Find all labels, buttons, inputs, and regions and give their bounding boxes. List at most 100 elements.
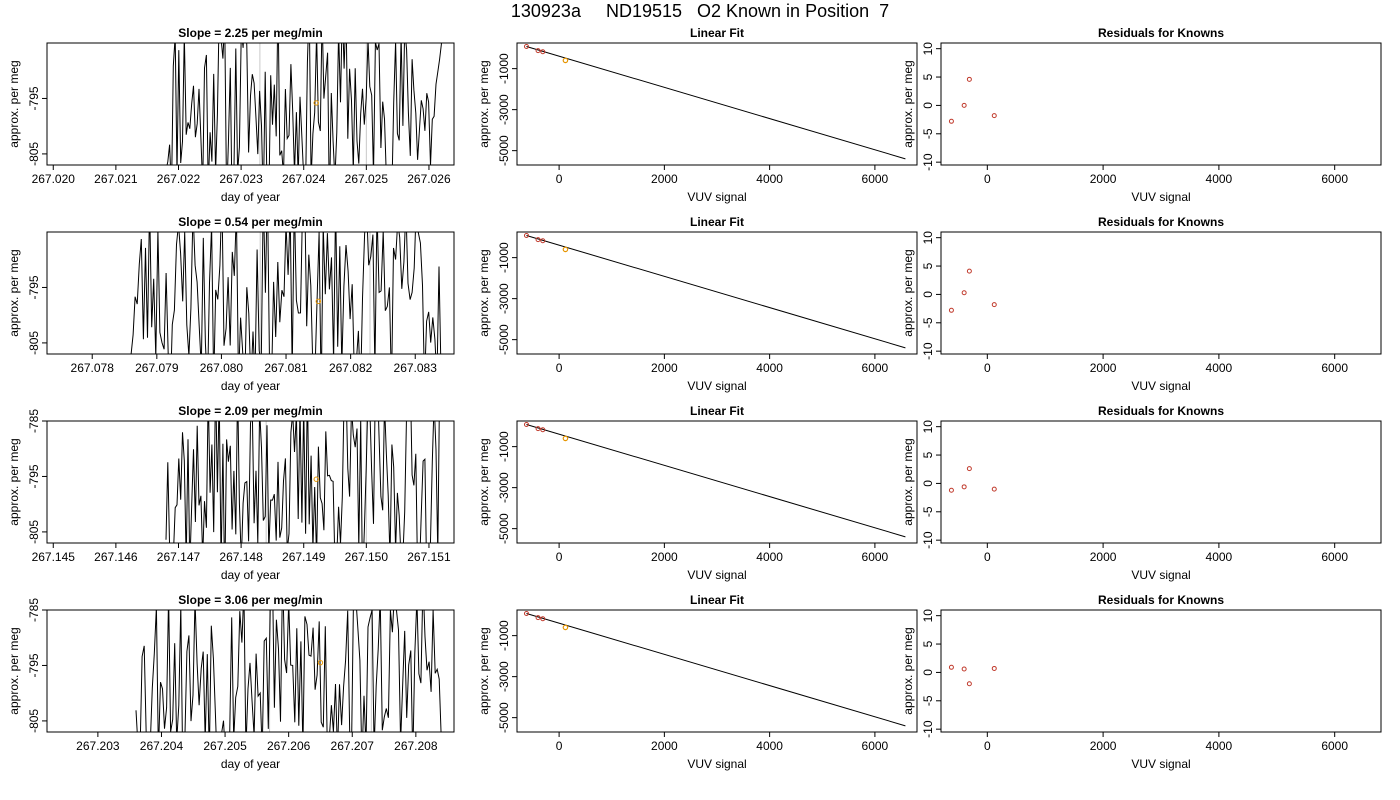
known-point bbox=[991, 486, 997, 492]
x-axis-label: VUV signal bbox=[687, 379, 746, 393]
y-axis-label: approx. per meg bbox=[7, 249, 21, 336]
x-tick-label: 267.208 bbox=[394, 739, 438, 753]
y-tick-label: -10 bbox=[921, 342, 935, 360]
y-axis-label: approx. per meg bbox=[901, 627, 915, 714]
x-tick-label: 4000 bbox=[1206, 172, 1233, 186]
x-tick-label: 6000 bbox=[1321, 172, 1348, 186]
x-axis-label: VUV signal bbox=[1131, 568, 1190, 582]
x-tick-label: 6000 bbox=[1321, 739, 1348, 753]
known-point bbox=[540, 616, 546, 622]
y-tick-label: -3000 bbox=[497, 472, 511, 503]
current-point bbox=[562, 624, 569, 631]
plot-frame bbox=[940, 609, 1382, 733]
x-axis-label: day of year bbox=[221, 379, 280, 393]
x-tick-label: 4000 bbox=[756, 739, 783, 753]
current-point bbox=[562, 57, 569, 64]
panel-resid-0: Residuals for Knowns 0 2000 4000 6000 10 5 0 -5 -… bbox=[901, 26, 1382, 204]
known-point bbox=[523, 43, 529, 49]
y-axis-label: approx. per meg bbox=[7, 60, 21, 147]
x-tick-label: 0 bbox=[556, 739, 563, 753]
x-tick-label: 6000 bbox=[862, 739, 889, 753]
x-tick-label: 4000 bbox=[1206, 550, 1233, 564]
plot-frame bbox=[46, 42, 455, 166]
x-axis-label: day of year bbox=[221, 757, 280, 771]
x-axis-label: VUV signal bbox=[1131, 190, 1190, 204]
y-tick-label: 10 bbox=[921, 231, 935, 245]
y-tick-label: 5 bbox=[921, 451, 935, 458]
y-tick-label: -5 bbox=[921, 506, 935, 517]
x-tick-label: 267.020 bbox=[32, 172, 76, 186]
x-tick-label: 6000 bbox=[862, 361, 889, 375]
panel-title: Residuals for Knowns bbox=[1098, 404, 1224, 418]
current-point bbox=[313, 476, 319, 482]
signal-trace bbox=[166, 43, 442, 165]
x-tick-label: 267.145 bbox=[32, 550, 76, 564]
plot-area bbox=[948, 76, 997, 124]
panel-title: Linear Fit bbox=[690, 404, 744, 418]
x-tick-label: 4000 bbox=[1206, 739, 1233, 753]
y-tick-label: -3000 bbox=[497, 283, 511, 314]
x-axis-label: VUV signal bbox=[687, 757, 746, 771]
x-tick-label: 267.083 bbox=[394, 361, 438, 375]
x-tick-label: 6000 bbox=[1321, 361, 1348, 375]
x-tick-label: 0 bbox=[556, 361, 563, 375]
panel-title: Slope = 0.54 per meg/min bbox=[178, 215, 322, 229]
x-tick-label: 0 bbox=[556, 550, 563, 564]
plot-area bbox=[166, 43, 442, 165]
y-tick-label: -1000 bbox=[497, 620, 511, 651]
y-tick-label: -10 bbox=[921, 153, 935, 171]
x-tick-label: 267.026 bbox=[407, 172, 451, 186]
x-tick-label: 267.203 bbox=[76, 739, 120, 753]
x-tick-label: 267.149 bbox=[282, 550, 326, 564]
y-tick-label: -1000 bbox=[497, 242, 511, 273]
y-tick-label: -795 bbox=[27, 653, 41, 677]
x-tick-label: 6000 bbox=[1321, 550, 1348, 564]
x-tick-label: 2000 bbox=[651, 739, 678, 753]
signal-trace bbox=[130, 232, 442, 354]
x-tick-label: 267.150 bbox=[345, 550, 389, 564]
panel-fit-0: Linear Fit 0 2000 4000 6000 -1000 -3000 -5000 VU… bbox=[477, 26, 918, 204]
y-tick-label: -785 bbox=[27, 409, 41, 433]
plot-area bbox=[523, 232, 906, 349]
x-tick-label: 4000 bbox=[1206, 361, 1233, 375]
plot-frame bbox=[46, 609, 455, 733]
plot-area bbox=[523, 43, 906, 160]
y-axis-label: approx. per meg bbox=[901, 438, 915, 525]
known-point bbox=[540, 49, 546, 55]
current-point bbox=[562, 435, 569, 442]
x-tick-label: 267.022 bbox=[157, 172, 201, 186]
panel-title: Slope = 2.09 per meg/min bbox=[178, 404, 322, 418]
plot-area bbox=[948, 664, 997, 687]
y-axis-label: approx. per meg bbox=[477, 249, 491, 336]
plot-frame bbox=[940, 420, 1382, 544]
y-tick-label: -805 bbox=[27, 142, 41, 166]
y-axis-label: approx. per meg bbox=[7, 438, 21, 525]
y-tick-label: -5000 bbox=[497, 135, 511, 166]
signal-trace bbox=[165, 421, 440, 543]
known-point bbox=[948, 307, 954, 313]
figure-title: 130923a ND19515 O2 Known in Position 7 bbox=[510, 1, 890, 21]
y-tick-label: 0 bbox=[921, 291, 935, 298]
panel-title: Residuals for Knowns bbox=[1098, 215, 1224, 229]
panel-title: Slope = 2.25 per meg/min bbox=[178, 26, 322, 40]
known-point bbox=[535, 615, 541, 621]
panel-timeseries-2: Slope = 2.09 per meg/min 267.145 267.146 26… bbox=[7, 404, 455, 582]
x-axis-label: VUV signal bbox=[687, 568, 746, 582]
x-tick-label: 6000 bbox=[862, 550, 889, 564]
known-point bbox=[535, 48, 541, 54]
known-point bbox=[991, 302, 997, 308]
known-point bbox=[523, 232, 529, 238]
y-tick-label: 0 bbox=[921, 480, 935, 487]
x-tick-label: 2000 bbox=[1090, 361, 1117, 375]
x-tick-label: 267.081 bbox=[264, 361, 308, 375]
y-axis-label: approx. per meg bbox=[477, 627, 491, 714]
y-tick-label: -5000 bbox=[497, 324, 511, 355]
x-tick-label: 0 bbox=[984, 172, 991, 186]
current-point bbox=[313, 100, 319, 106]
y-tick-label: 0 bbox=[921, 669, 935, 676]
y-axis-label: approx. per meg bbox=[7, 627, 21, 714]
known-point bbox=[948, 118, 954, 124]
plot-frame bbox=[516, 231, 918, 355]
x-tick-label: 267.146 bbox=[94, 550, 138, 564]
y-tick-label: -5 bbox=[921, 128, 935, 139]
